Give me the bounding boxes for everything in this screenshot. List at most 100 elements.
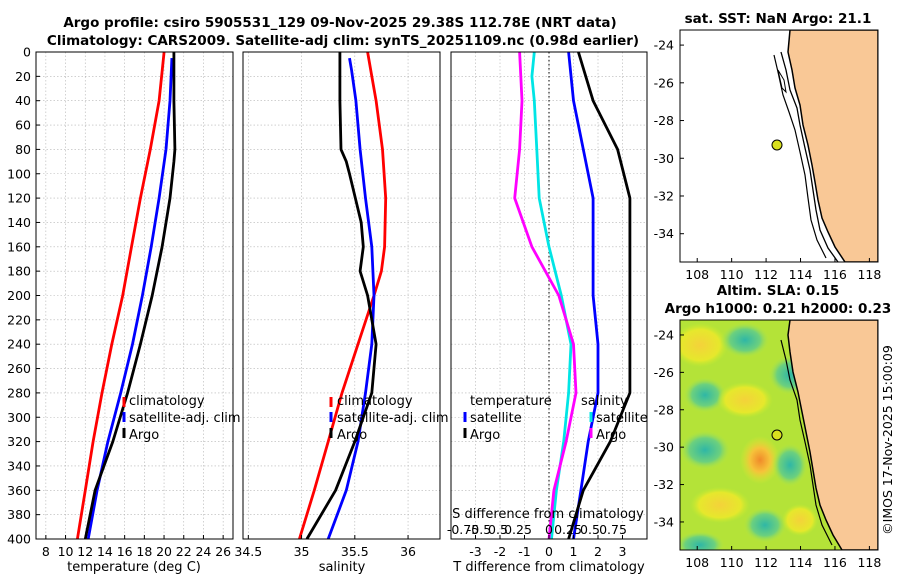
x-tick-label: 18 — [136, 544, 152, 559]
series-line-climatology — [76, 51, 166, 540]
y-tick-label: 100 — [7, 166, 31, 181]
land-area — [787, 30, 878, 262]
series-line-t-argo — [567, 51, 632, 540]
s-tick-label: 0.75 — [599, 522, 627, 537]
title-line-1: Argo profile: csiro 5905531_129 09-Nov-2… — [63, 15, 616, 31]
map-x-tick-label: 112 — [754, 555, 778, 570]
map-y-tick-label: -24 — [654, 327, 674, 342]
legend-salinity-heading: salinity — [581, 394, 628, 409]
temperature-legend: climatology satellite-adj. clim Argo — [122, 394, 241, 443]
x-tick-label: 35 — [294, 544, 310, 559]
x-tick-label: 16 — [117, 544, 133, 559]
title-line-2: Climatology: CARS2009. Satellite-adj cli… — [47, 33, 639, 49]
legend-climatology: climatology — [129, 394, 205, 409]
map-y-tick-label: -32 — [654, 477, 674, 492]
y-tick-label: 120 — [7, 191, 31, 206]
legend-satellite: satellite-adj. clim — [337, 411, 449, 426]
salinity-xlabel: salinity — [319, 560, 366, 575]
legend-s-satellite: satellite — [596, 411, 648, 426]
x-tick-label: 36 — [400, 544, 416, 559]
difference-legend-left: temperature satellite Argo — [463, 394, 552, 443]
x-tick-label: 1 — [570, 544, 578, 559]
legend-temperature-heading: temperature — [470, 394, 552, 409]
temperature-xlabel: temperature (deg C) — [67, 560, 201, 575]
legend-climatology: climatology — [337, 394, 413, 409]
sla-heatmap — [680, 320, 878, 550]
sst-map: sat. SST: NaN Argo: 21.1 108 110 112 114 116… — [654, 11, 882, 282]
map-x-tick-label: 108 — [685, 555, 709, 570]
t-difference-xlabel: T difference from climatology — [452, 560, 645, 575]
map-x-tick-label: 110 — [720, 267, 744, 282]
s-tick-label: 0.25 — [504, 522, 532, 537]
map-x-tick-label: 112 — [754, 267, 778, 282]
map-x-tick-label: 114 — [789, 555, 813, 570]
legend-t-argo: Argo — [470, 428, 500, 443]
y-tick-label: 0 — [23, 45, 31, 60]
sla-map-title-2: Argo h1000: 0.21 h2000: 0.23 — [665, 301, 892, 317]
map-x-tick-label: 118 — [857, 555, 881, 570]
map-x-tick-label: 116 — [823, 555, 847, 570]
map-x-tick-label: 110 — [720, 555, 744, 570]
legend-argo: Argo — [337, 428, 367, 443]
legend-satellite: satellite-adj. clim — [129, 411, 241, 426]
legend-t-satellite: satellite — [470, 411, 522, 426]
legend-argo: Argo — [129, 428, 159, 443]
sla-map-title-1: Altim. SLA: 0.15 — [717, 283, 839, 299]
map-y-tick-label: -26 — [654, 365, 674, 380]
x-tick-label: 26 — [215, 544, 231, 559]
s-tick-label: -0.5 — [467, 522, 491, 537]
series-line-t-satellite — [567, 51, 600, 540]
y-tick-label: 400 — [7, 532, 31, 547]
argo-float-marker — [771, 139, 783, 151]
y-tick-label: 180 — [7, 264, 31, 279]
map-x-tick-label: 116 — [823, 267, 847, 282]
map-y-tick-label: -34 — [654, 226, 674, 241]
series-line-climatology — [298, 51, 388, 540]
difference-panel: -3 -2 -1 0 1 2 3 T difference from climatology… — [447, 51, 648, 575]
s-tick-label: 0.25 — [554, 522, 582, 537]
series-line-satellite-adj-clim — [86, 58, 174, 540]
x-tick-label: -3 — [469, 544, 481, 559]
x-tick-label: 14 — [97, 544, 113, 559]
series-line-argo — [83, 52, 177, 540]
s-difference-label: S difference from climatology — [452, 507, 644, 522]
y-tick-label: 240 — [7, 337, 31, 352]
temperature-panel: 0 20 40 60 80 100 120 140 160 180 200 220 240 260 280 3… — [7, 45, 240, 576]
map-y-tick-label: -28 — [654, 113, 674, 128]
series-line-satellite-adj-clim — [326, 57, 376, 540]
x-tick-label: -2 — [494, 544, 506, 559]
series-line-argo — [305, 52, 378, 540]
map-y-tick-label: -26 — [654, 75, 674, 90]
y-tick-label: 320 — [7, 434, 31, 449]
salinity-panel: 34.5 35 35.5 36 salinity climatology satell… — [234, 51, 449, 575]
y-tick-label: 60 — [15, 118, 31, 133]
x-tick-label: 0 — [545, 544, 553, 559]
y-tick-label: 40 — [15, 93, 31, 108]
y-tick-label: 380 — [7, 507, 31, 522]
x-tick-label: 34.5 — [234, 544, 262, 559]
map-y-tick-label: -24 — [654, 38, 674, 53]
x-tick-label: -1 — [518, 544, 530, 559]
x-tick-label: 8 — [42, 544, 50, 559]
s-tick-label: -0.75 — [447, 522, 479, 537]
s-tick-label: 0.5 — [580, 522, 600, 537]
difference-legend-right: salinity satellite Argo — [581, 394, 648, 443]
y-tick-label: 160 — [7, 239, 31, 254]
argo-float-marker — [771, 429, 783, 441]
map-x-tick-label: 118 — [857, 267, 881, 282]
series-line-s-satellite — [530, 51, 573, 540]
land-area — [787, 320, 878, 550]
y-tick-label: 360 — [7, 483, 31, 498]
map-y-tick-label: -30 — [654, 440, 674, 455]
imos-timestamp: ©IMOS 17-Nov-2025 15:00:09 — [880, 345, 895, 535]
x-tick-label: 20 — [156, 544, 172, 559]
y-tick-label: 220 — [7, 312, 31, 327]
x-tick-label: 35.5 — [341, 544, 369, 559]
x-tick-label: 12 — [77, 544, 93, 559]
map-x-tick-label: 114 — [789, 267, 813, 282]
y-tick-label: 200 — [7, 288, 31, 303]
legend-s-argo: Argo — [596, 428, 626, 443]
map-y-tick-label: -28 — [654, 402, 674, 417]
y-tick-label: 280 — [7, 385, 31, 400]
map-y-tick-label: -30 — [654, 151, 674, 166]
